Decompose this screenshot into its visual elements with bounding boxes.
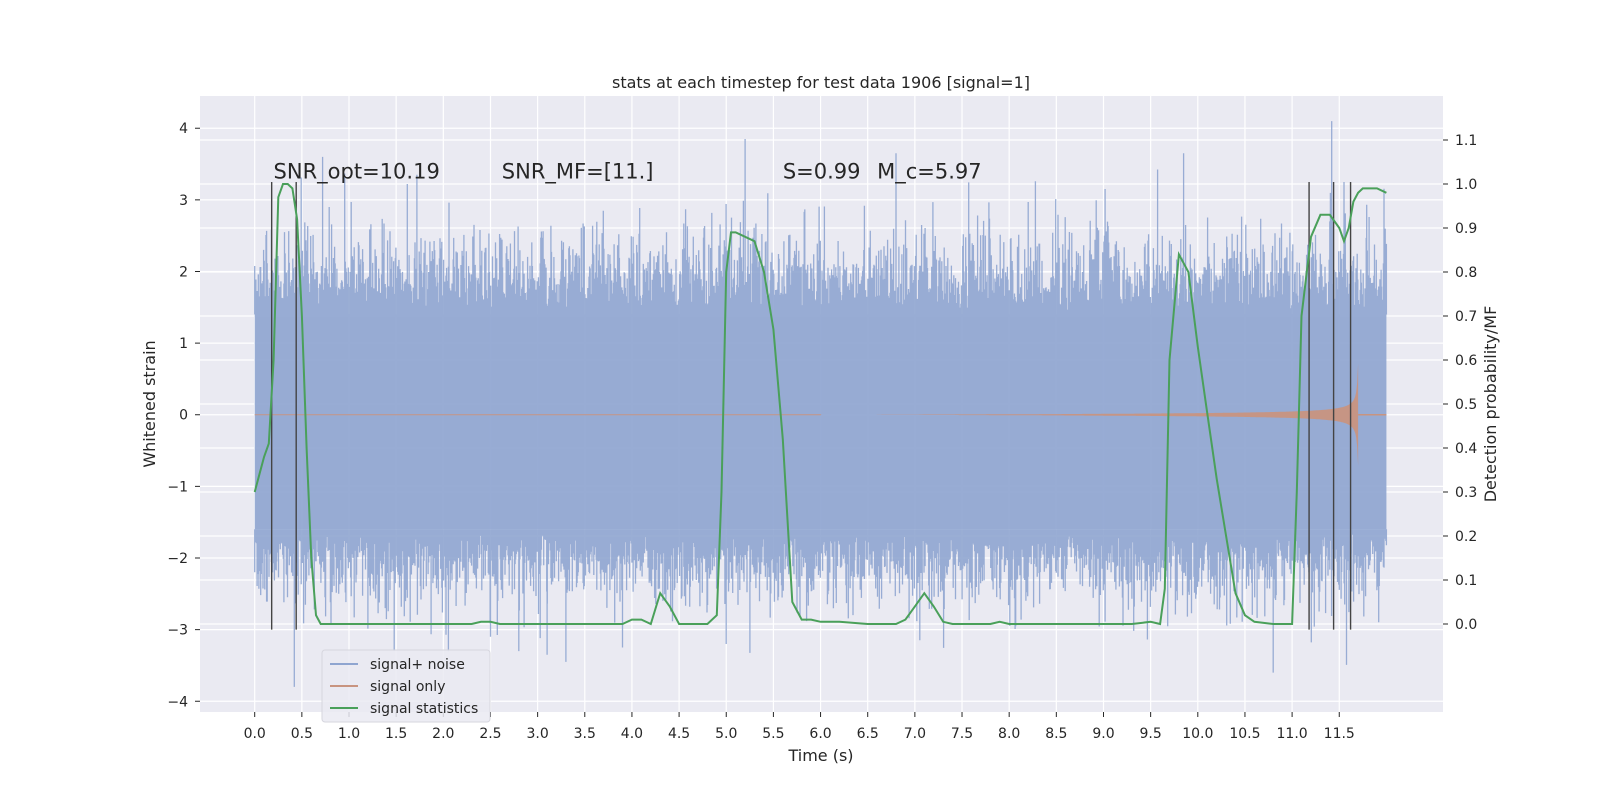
y-right-tick-label: 0.5 [1455,397,1477,413]
y-axis-label-right: Detection probability/MF [1481,306,1500,503]
series-layer [253,121,1388,687]
annotation-snr-opt: SNR_opt=10.19 [274,159,440,184]
y-tick-label: 1 [179,336,188,352]
y-right-tick-label: 1.0 [1455,177,1477,193]
y-right-tick-label: 0.8 [1455,265,1477,281]
series-signal-noise [254,121,1388,687]
legend-box [321,649,491,723]
x-tick-label: 9.0 [1092,726,1114,742]
x-tick-label: 3.5 [574,726,596,742]
noise-band [254,314,1387,530]
y-right-tick-label: 0.7 [1455,309,1477,325]
y-right-tick-label: 0.0 [1455,617,1477,633]
series-signal-only [254,363,1359,466]
y-right-tick-label: 0.4 [1455,441,1477,457]
y-tick-label: 3 [179,193,188,209]
axes: 0.0 0.5 1.0 1.5 2.0 2.5 3.0 3.5 4.0 4.5 5.0 5.5 6.0 6… [167,121,1477,742]
y-right-tick-label: 0.1 [1455,573,1477,589]
y-right-tick-label: 0.3 [1455,485,1477,501]
annotation-mc: M_c=5.97 [877,159,982,184]
x-tick-label: 0.0 [244,726,266,742]
legend-label: signal only [370,679,445,695]
legend-label: signal statistics [370,701,478,717]
x-tick-label: 10.5 [1229,726,1260,742]
x-tick-label: 10.0 [1182,726,1213,742]
y-tick-label: 4 [179,121,188,137]
x-tick-label: 4.0 [621,726,643,742]
x-tick-label: 2.0 [432,726,454,742]
y-right-tick-label: 0.6 [1455,353,1477,369]
x-tick-label: 0.5 [291,726,313,742]
y-tick-label: 2 [179,264,188,280]
y-tick-label: 0 [179,408,188,424]
x-tick-label: 7.5 [951,726,973,742]
x-tick-label: 8.0 [998,726,1020,742]
legend: signal+ noise signal only signal statistic… [321,649,491,723]
x-tick-label: 7.0 [904,726,926,742]
x-tick-label: 8.5 [1045,726,1067,742]
y-tick-label: −2 [167,551,188,567]
x-tick-label: 11.0 [1277,726,1308,742]
x-tick-label: 5.0 [715,726,737,742]
x-tick-label: 3.0 [526,726,548,742]
x-tick-label: 2.5 [479,726,501,742]
chart-title: stats at each timestep for test data 190… [612,73,1030,92]
y-right-tick-label: 1.1 [1455,133,1477,149]
y-right-tick-label: 0.9 [1455,221,1477,237]
x-tick-label: 6.5 [857,726,879,742]
x-tick-label: 4.5 [668,726,690,742]
y-axis-label: Whitened strain [140,340,159,467]
annotation-s: S=0.99 [783,159,861,183]
y-right-tick-label: 0.2 [1455,529,1477,545]
x-tick-label: 9.5 [1140,726,1162,742]
x-tick-label: 6.0 [809,726,831,742]
series-signal-statistics [253,183,1387,626]
x-tick-label: 1.5 [385,726,407,742]
x-tick-label: 5.5 [762,726,784,742]
legend-label: signal+ noise [370,657,465,673]
x-tick-label: 1.0 [338,726,360,742]
annotation-snr-mf: SNR_MF=[11.] [502,159,654,184]
x-axis-label: Time (s) [787,746,853,765]
x-tick-label: 11.5 [1324,726,1355,742]
y-tick-label: −1 [167,479,188,495]
y-tick-label: −3 [167,623,188,639]
annotations: SNR_opt=10.19 SNR_MF=[11.] S=0.99 M_c=5.97 [274,159,982,184]
y-tick-label: −4 [167,694,188,710]
